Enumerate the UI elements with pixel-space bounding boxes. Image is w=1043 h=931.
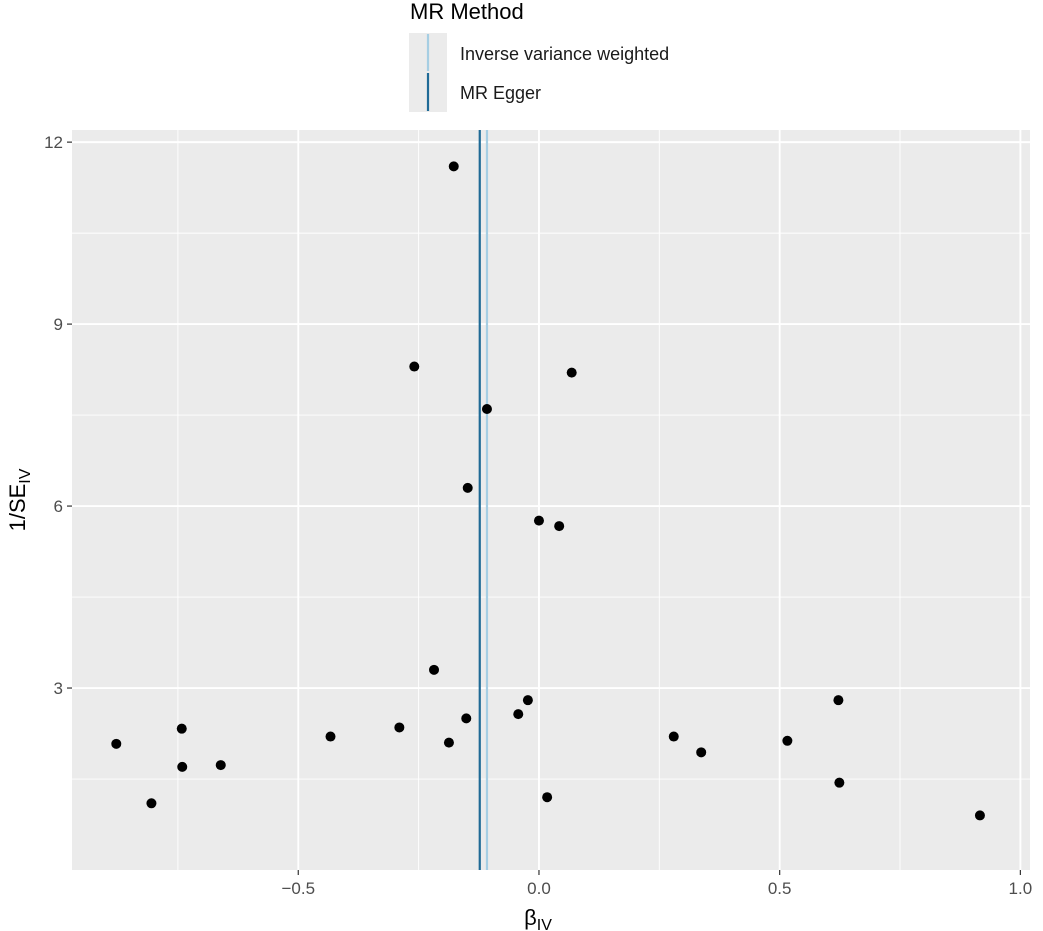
data-point [566, 367, 577, 378]
x-axis: −0.5 0.0 0.5 1.0 [281, 870, 1032, 898]
legend-title: MR Method [410, 0, 524, 24]
x-tick-label: 0.0 [527, 879, 551, 898]
grid-minor [72, 130, 1030, 870]
x-tick-label: 0.5 [768, 879, 792, 898]
x-tick-label: 1.0 [1009, 879, 1033, 898]
y-tick-label: 12 [44, 133, 63, 152]
data-point [513, 709, 524, 720]
y-tick-label: 9 [54, 315, 63, 334]
plot-panel [72, 130, 1030, 870]
grid-major [72, 130, 1030, 870]
data-point [177, 761, 188, 772]
data-point [176, 723, 187, 734]
data-point [696, 747, 707, 758]
data-point [394, 722, 405, 733]
data-point [409, 361, 420, 372]
x-axis-title-sub: IV [537, 917, 552, 931]
y-axis-title-main: 1/SE [5, 484, 30, 532]
data-point [974, 810, 985, 821]
x-axis-title-main: β [524, 905, 537, 930]
y-axis: 3 6 9 12 [44, 133, 72, 698]
data-point [146, 798, 157, 809]
legend-label-ivw: Inverse variance weighted [460, 44, 669, 64]
estimate-lines [478, 130, 489, 870]
data-point [533, 515, 544, 526]
data-point [443, 737, 454, 748]
data-point [461, 713, 472, 724]
data-point [554, 521, 565, 532]
x-axis-title: βIV [524, 905, 552, 931]
y-tick-label: 3 [54, 679, 63, 698]
data-point [215, 760, 226, 771]
legend: MR Method Inverse variance weighted MR E… [409, 0, 669, 112]
data-points [111, 161, 985, 821]
data-point [111, 738, 122, 749]
data-point [325, 731, 336, 742]
legend-label-egger: MR Egger [460, 83, 541, 103]
data-point [782, 735, 793, 746]
data-point [834, 777, 845, 788]
data-point [481, 404, 492, 415]
data-point [462, 482, 473, 493]
data-point [522, 695, 533, 706]
data-point [833, 695, 844, 706]
data-point [429, 664, 440, 675]
x-tick-label: −0.5 [281, 879, 315, 898]
data-point [668, 731, 679, 742]
y-axis-title: 1/SEIV [5, 468, 34, 531]
y-axis-title-sub: IV [17, 468, 34, 483]
y-tick-label: 6 [54, 497, 63, 516]
data-point [448, 161, 459, 172]
data-point [542, 792, 553, 803]
